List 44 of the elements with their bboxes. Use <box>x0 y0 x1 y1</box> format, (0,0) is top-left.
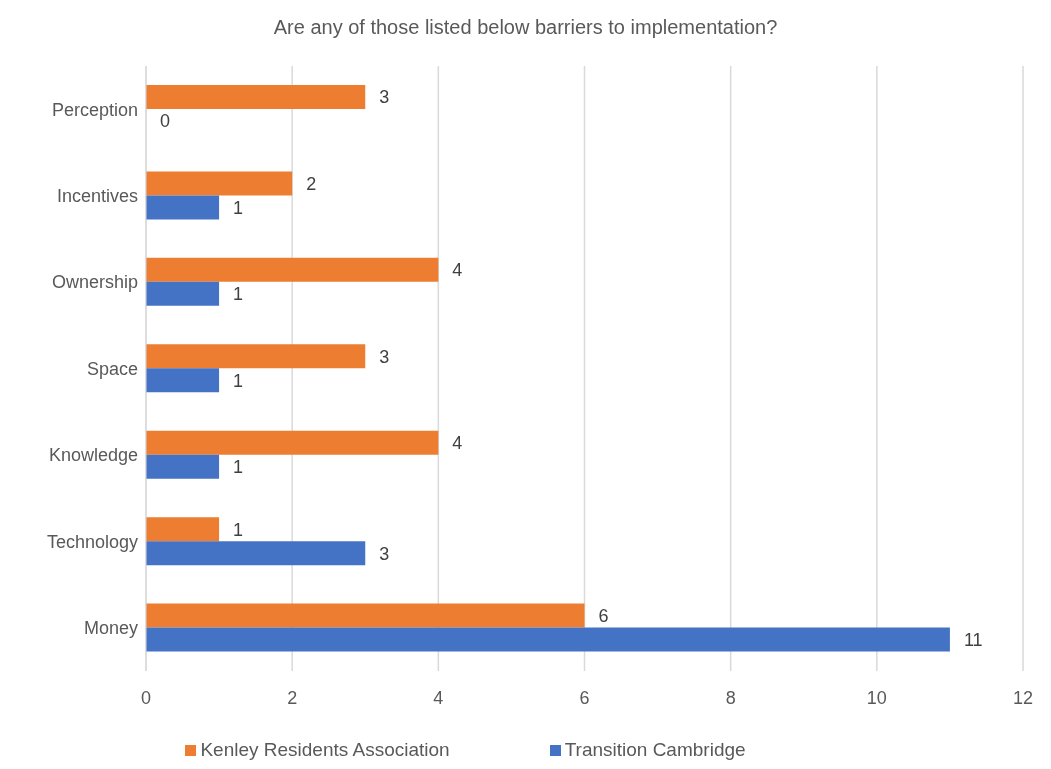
bar <box>146 344 366 369</box>
x-tick-label: 0 <box>140 687 152 708</box>
legend-label: Kenley Residents Association <box>200 739 450 760</box>
bar <box>146 454 220 479</box>
bar <box>146 627 950 652</box>
y-tick-label: Money <box>83 618 138 639</box>
bar <box>146 517 220 542</box>
bar <box>146 195 220 220</box>
data-label: 0 <box>160 111 171 132</box>
data-label: 11 <box>963 629 983 650</box>
data-label: 1 <box>233 519 244 540</box>
bar <box>146 368 220 393</box>
x-tick-label: 6 <box>579 687 590 708</box>
data-label: 1 <box>233 370 244 391</box>
data-label: 4 <box>452 433 463 454</box>
x-tick-label: 4 <box>433 687 444 708</box>
x-tick-label: 12 <box>1012 687 1034 708</box>
data-label: 4 <box>452 260 463 281</box>
y-tick-label: Ownership <box>51 272 138 293</box>
legend-label: Transition Cambridge <box>564 739 746 760</box>
bar <box>146 171 293 196</box>
chart-title: Are any of those listed below barriers to implementation? <box>272 15 779 40</box>
x-tick-label: 8 <box>725 687 736 708</box>
data-label: 3 <box>379 543 390 564</box>
bar <box>146 603 585 628</box>
bar <box>146 281 220 306</box>
y-tick-label: Perception <box>51 99 138 120</box>
bar <box>146 257 439 282</box>
y-tick-label: Knowledge <box>48 445 138 466</box>
data-label: 2 <box>306 173 317 194</box>
bar <box>146 541 366 566</box>
y-tick-label: Incentives <box>56 186 138 207</box>
bar <box>146 430 439 455</box>
y-tick-label: Space <box>86 358 138 379</box>
data-label: 3 <box>379 346 390 367</box>
data-label: 1 <box>233 457 244 478</box>
bar <box>146 85 366 110</box>
data-label: 3 <box>379 87 390 108</box>
data-label: 6 <box>598 605 609 626</box>
y-tick-label: Technology <box>46 531 138 552</box>
data-label: 1 <box>233 197 244 218</box>
x-tick-label: 2 <box>287 687 298 708</box>
data-label: 1 <box>233 284 244 305</box>
x-tick-label: 10 <box>866 687 887 708</box>
